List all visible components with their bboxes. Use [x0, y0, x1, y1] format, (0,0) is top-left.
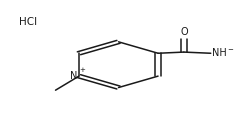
Text: +: +	[80, 67, 86, 73]
Text: NH: NH	[212, 48, 226, 58]
Text: N: N	[70, 71, 78, 81]
Text: HCl: HCl	[19, 18, 37, 27]
Text: −: −	[227, 47, 233, 53]
Text: O: O	[180, 27, 188, 37]
